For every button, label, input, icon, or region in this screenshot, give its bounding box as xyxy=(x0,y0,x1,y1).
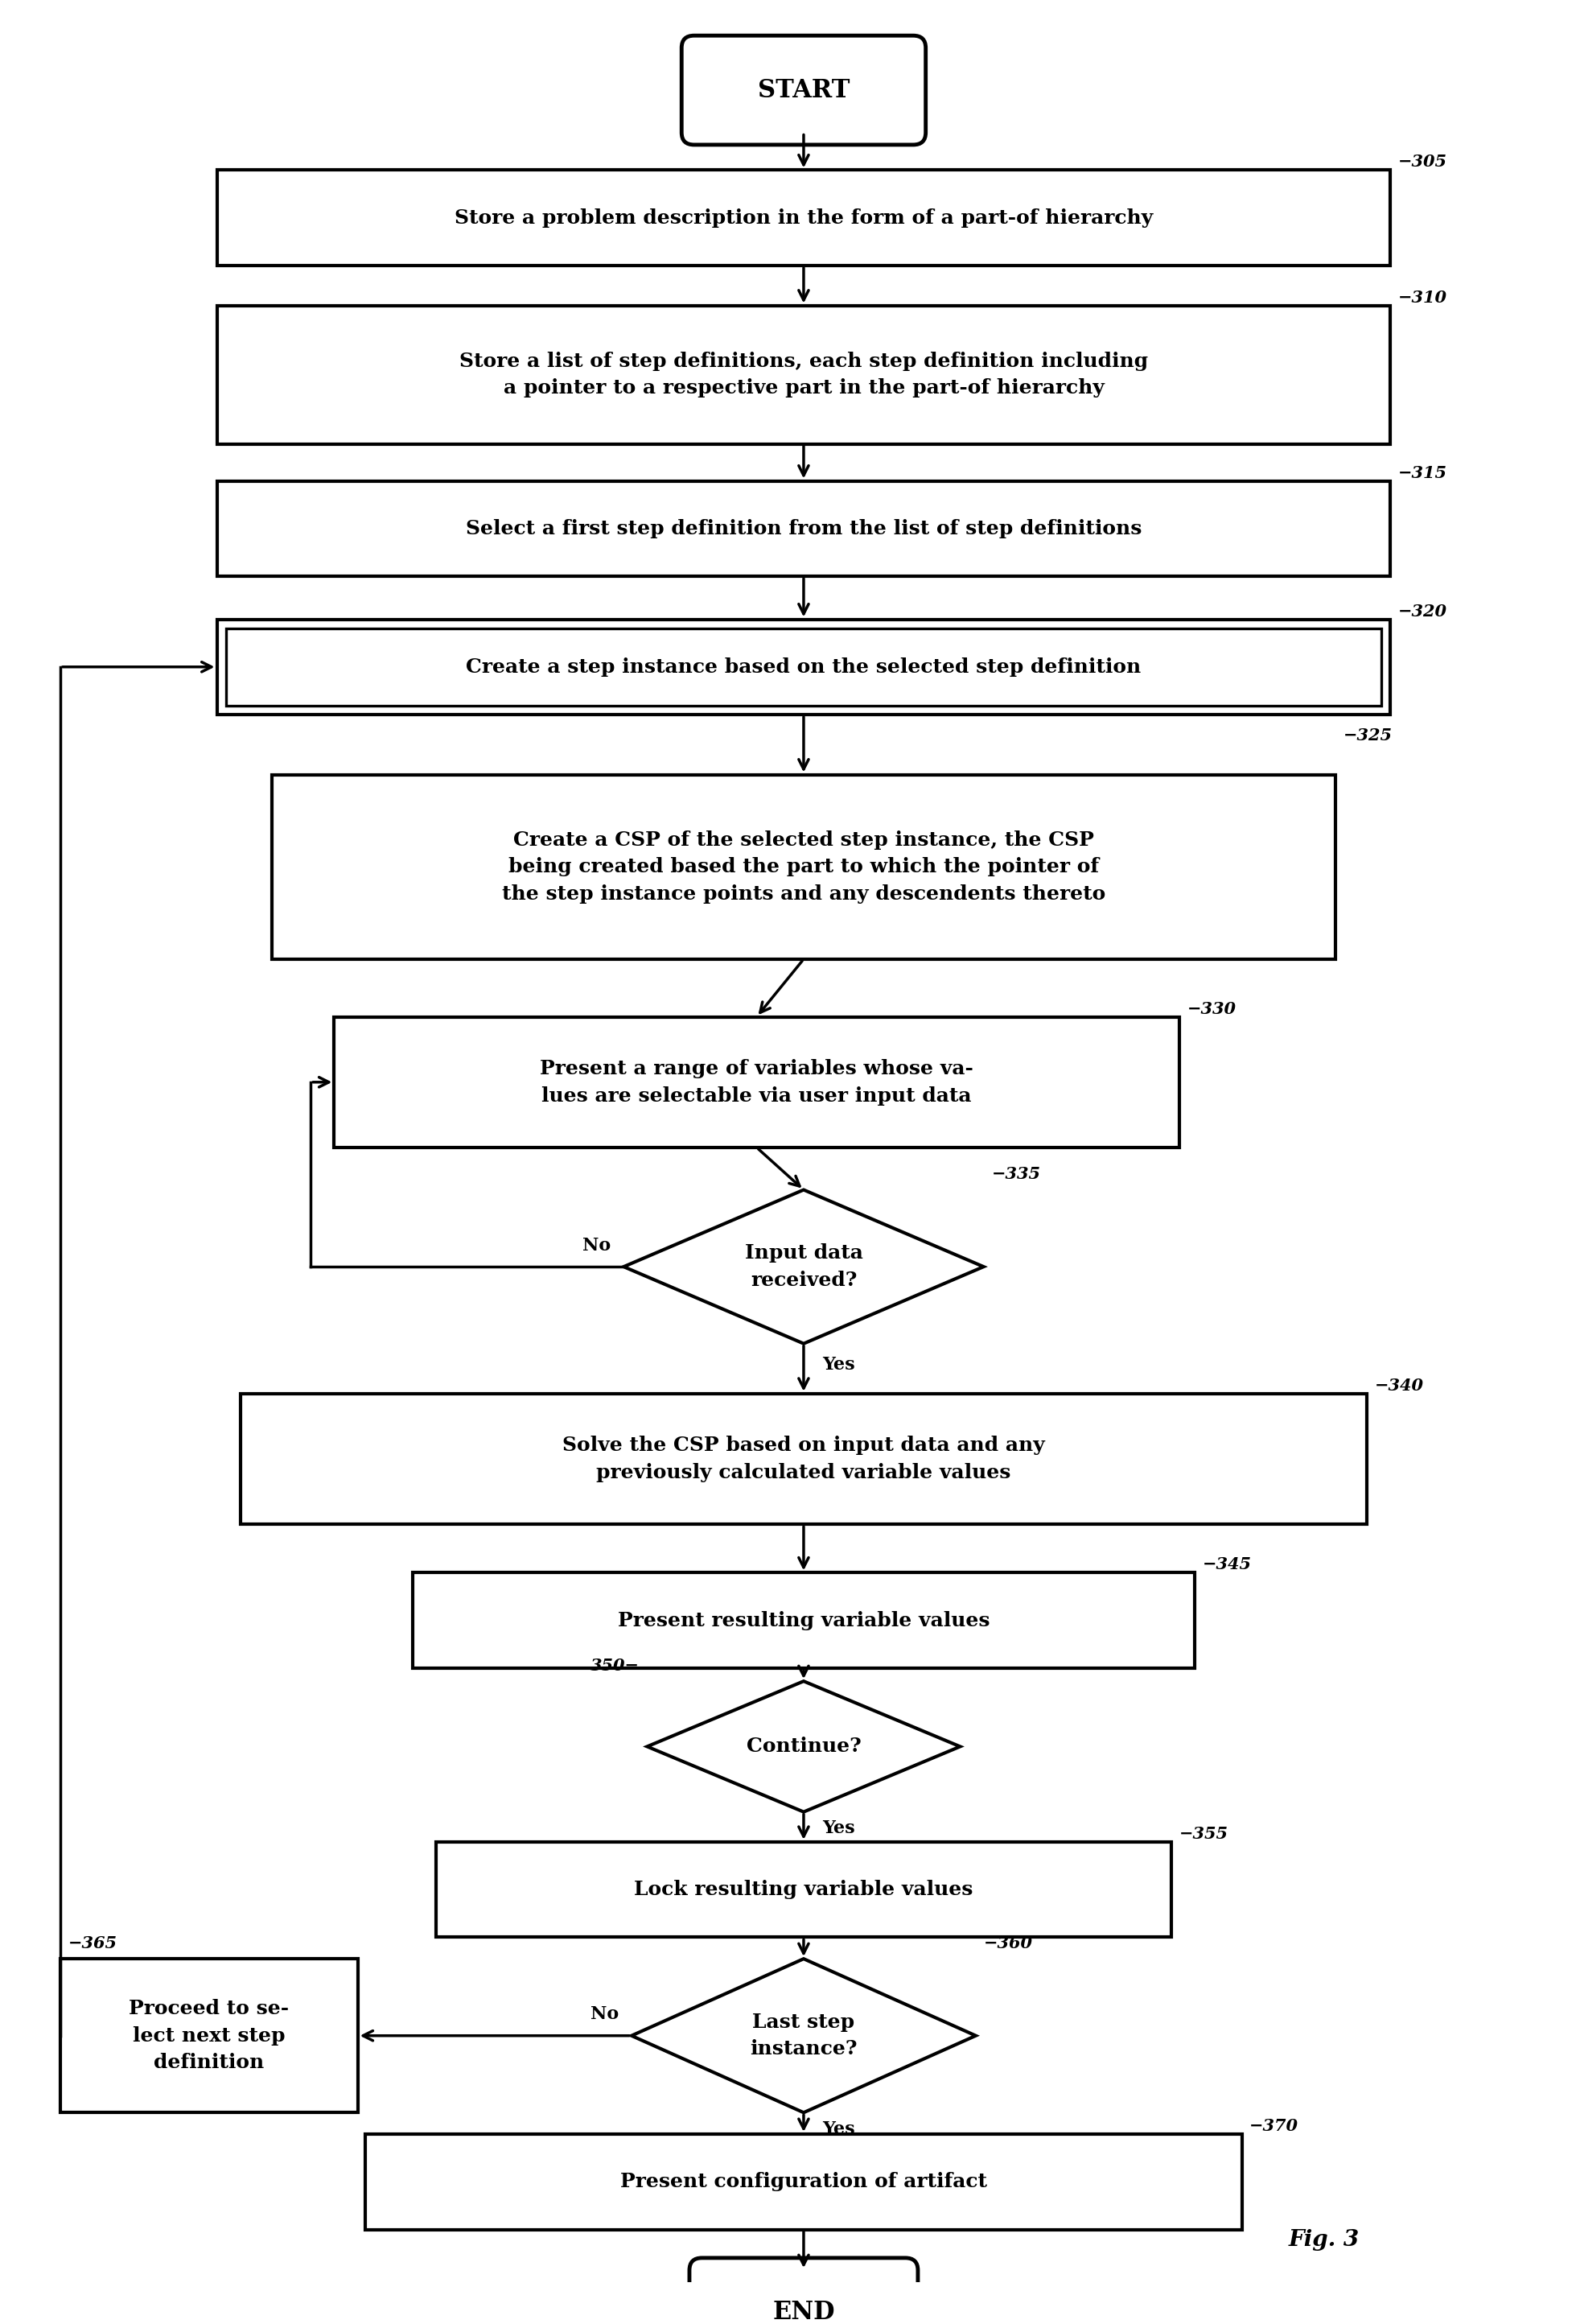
Text: Yes: Yes xyxy=(823,1355,856,1373)
Text: −365: −365 xyxy=(68,1936,117,1952)
FancyBboxPatch shape xyxy=(413,1573,1195,1669)
FancyBboxPatch shape xyxy=(217,481,1390,576)
Text: −360: −360 xyxy=(983,1936,1032,1952)
FancyBboxPatch shape xyxy=(217,170,1390,265)
Text: Input data
received?: Input data received? xyxy=(744,1243,862,1290)
Text: Proceed to se-
lect next step
definition: Proceed to se- lect next step definition xyxy=(129,1999,288,2073)
Text: No: No xyxy=(591,2006,619,2024)
FancyBboxPatch shape xyxy=(437,1843,1171,1938)
Text: Lock resulting variable values: Lock resulting variable values xyxy=(634,1880,972,1899)
Text: Present configuration of artifact: Present configuration of artifact xyxy=(621,2173,987,2192)
FancyBboxPatch shape xyxy=(366,2133,1242,2229)
FancyBboxPatch shape xyxy=(271,774,1336,960)
Polygon shape xyxy=(624,1190,983,1343)
Text: −315: −315 xyxy=(1398,465,1447,481)
Text: Create a step instance based on the selected step definition: Create a step instance based on the sele… xyxy=(466,658,1141,676)
Polygon shape xyxy=(648,1680,960,1813)
Text: Solve the CSP based on input data and any
previously calculated variable values: Solve the CSP based on input data and an… xyxy=(563,1436,1045,1483)
FancyBboxPatch shape xyxy=(60,1959,358,2113)
Text: −330: −330 xyxy=(1187,1002,1236,1018)
Text: −305: −305 xyxy=(1398,153,1447,170)
Text: Fig. 3: Fig. 3 xyxy=(1289,2229,1360,2252)
Text: END: END xyxy=(772,2301,835,2324)
Text: Create a CSP of the selected step instance, the CSP
being created based the part: Create a CSP of the selected step instan… xyxy=(501,830,1105,904)
FancyBboxPatch shape xyxy=(227,627,1381,706)
FancyBboxPatch shape xyxy=(681,35,925,144)
Text: START: START xyxy=(758,77,849,102)
FancyBboxPatch shape xyxy=(689,2259,917,2324)
Text: Store a list of step definitions, each step definition including
a pointer to a : Store a list of step definitions, each s… xyxy=(459,351,1147,397)
FancyBboxPatch shape xyxy=(240,1394,1366,1525)
Text: −310: −310 xyxy=(1398,290,1447,304)
Text: Yes: Yes xyxy=(823,1820,856,1838)
Text: −325: −325 xyxy=(1343,727,1393,744)
Text: −335: −335 xyxy=(991,1167,1040,1183)
FancyBboxPatch shape xyxy=(334,1018,1179,1148)
Text: Present resulting variable values: Present resulting variable values xyxy=(618,1611,990,1629)
Text: −370: −370 xyxy=(1250,2117,1299,2133)
Text: Last step
instance?: Last step instance? xyxy=(750,2013,857,2059)
Text: −340: −340 xyxy=(1374,1378,1423,1394)
Text: Select a first step definition from the list of step definitions: Select a first step definition from the … xyxy=(465,518,1141,539)
Text: Store a problem description in the form of a part-of hierarchy: Store a problem description in the form … xyxy=(454,209,1154,228)
Text: Present a range of variables whose va-
lues are selectable via user input data: Present a range of variables whose va- l… xyxy=(541,1060,974,1106)
FancyBboxPatch shape xyxy=(217,618,1390,713)
Text: Yes: Yes xyxy=(823,2119,856,2138)
Text: −320: −320 xyxy=(1398,604,1447,618)
Text: −355: −355 xyxy=(1179,1827,1228,1843)
Text: −345: −345 xyxy=(1202,1557,1251,1573)
Text: 350−: 350− xyxy=(591,1657,640,1673)
Text: No: No xyxy=(583,1236,611,1255)
Polygon shape xyxy=(632,1959,976,2113)
Text: Continue?: Continue? xyxy=(745,1736,860,1757)
FancyBboxPatch shape xyxy=(217,304,1390,444)
